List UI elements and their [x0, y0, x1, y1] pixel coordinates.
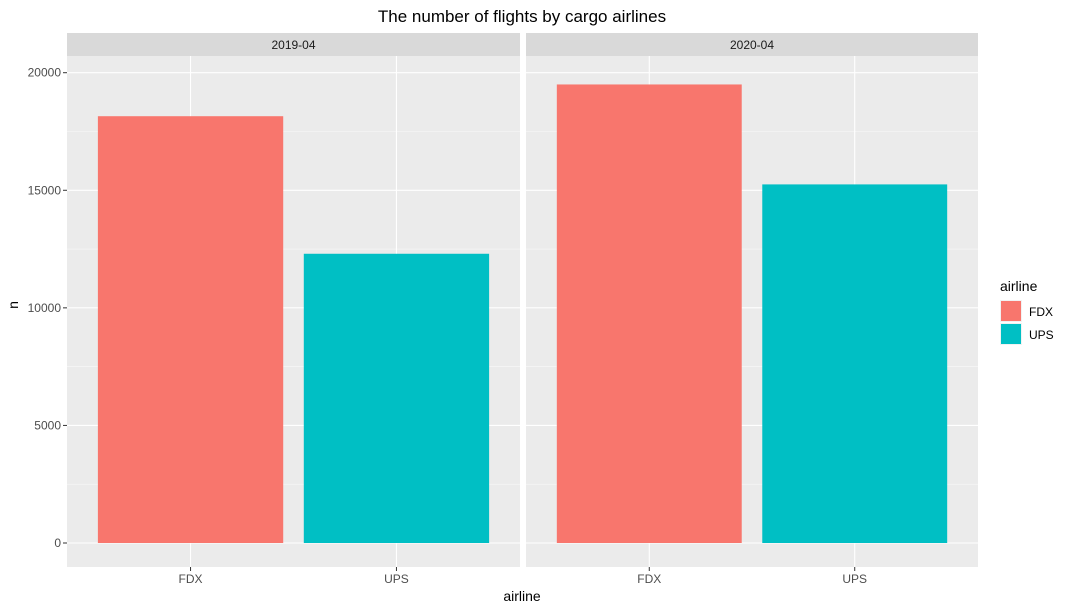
- legend-swatch-ups: [1001, 324, 1021, 344]
- y-tick-label: 5000: [34, 418, 61, 432]
- y-axis-title: n: [5, 301, 21, 309]
- y-tick-label: 20000: [28, 66, 62, 80]
- facet-strip-label: 2019-04: [271, 38, 315, 52]
- facet-strip: [526, 33, 978, 56]
- x-axis-title: airline: [503, 588, 541, 604]
- y-tick-label: 0: [54, 536, 61, 550]
- legend-title: airline: [1000, 278, 1038, 294]
- legend: airline FDX UPS: [1000, 278, 1054, 345]
- facet-panel: 2019-04 FDX UPS: [67, 33, 520, 586]
- chart-title: The number of flights by cargo airlines: [378, 7, 666, 26]
- legend-swatch-fdx: [1001, 301, 1021, 321]
- x-tick-label: UPS: [842, 572, 867, 586]
- legend-label: FDX: [1029, 305, 1053, 319]
- facet-strip-label: 2020-04: [730, 38, 774, 52]
- y-tick-label: 10000: [28, 301, 62, 315]
- legend-label: UPS: [1029, 328, 1054, 342]
- facet-strip: [67, 33, 520, 56]
- y-tick-label: 15000: [28, 183, 62, 197]
- x-tick-label: FDX: [179, 572, 203, 586]
- facet-panel: 2020-04 FDX UPS: [526, 33, 978, 586]
- bar-fdx: [97, 116, 284, 543]
- x-tick-label: UPS: [384, 572, 409, 586]
- bar-ups: [303, 253, 490, 543]
- bar-ups: [762, 184, 948, 544]
- bar-fdx: [556, 84, 742, 544]
- x-tick-label: FDX: [637, 572, 661, 586]
